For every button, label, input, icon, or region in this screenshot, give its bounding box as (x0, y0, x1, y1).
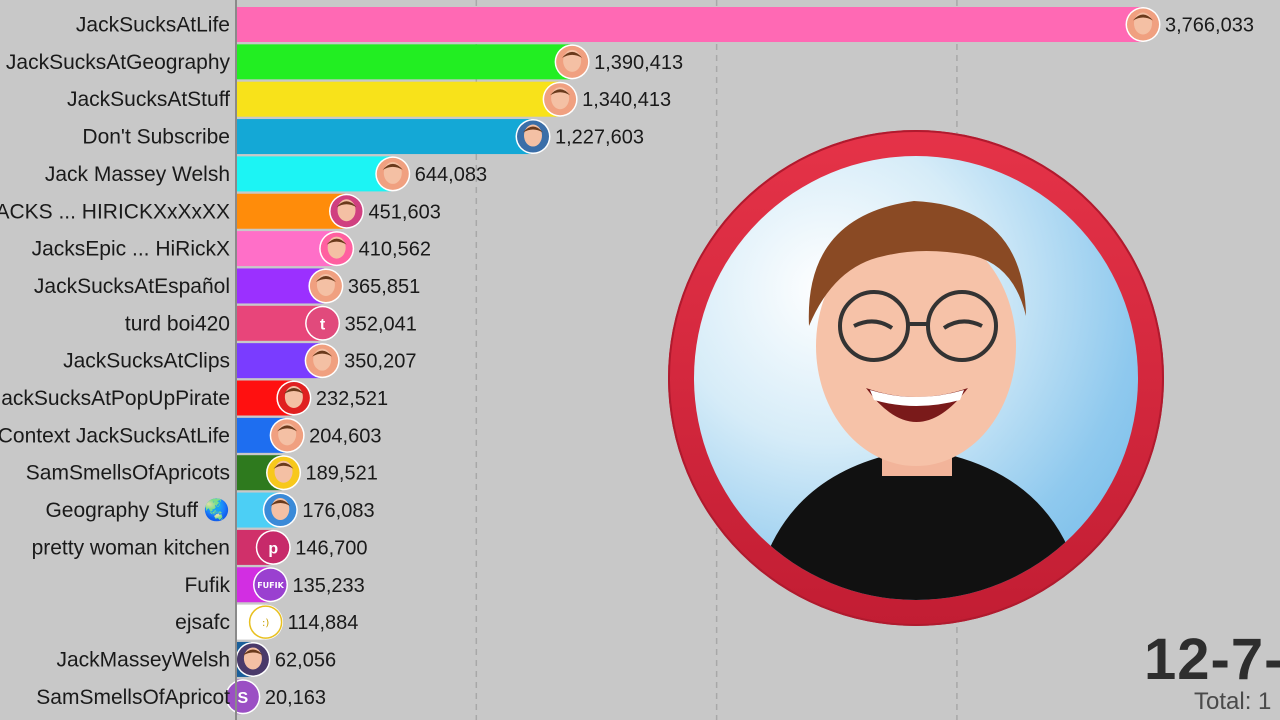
bar-avatar-14: p (255, 529, 291, 565)
bar-avatar-17 (235, 641, 271, 677)
category-label-18: SamSmellsOfApricot (36, 686, 230, 709)
value-label-14: 146,700 (295, 537, 367, 559)
bar-avatar-13 (262, 492, 298, 528)
value-label-17: 62,056 (275, 649, 336, 671)
category-label-6: JacksEpic ... HiRickX (32, 238, 230, 261)
bar-4 (236, 156, 391, 192)
category-label-16: ejsafc (175, 611, 230, 634)
bar-1 (236, 44, 571, 80)
category-label-11: Context JackSucksAtLife (0, 424, 230, 447)
bar-avatar-16: :) (248, 604, 284, 640)
bar-avatar-0 (1125, 7, 1161, 42)
bar-5 (236, 193, 345, 229)
category-label-0: JackSucksAtLife (76, 14, 230, 37)
avatars: t p FUFIK:) S (225, 7, 1161, 715)
value-labels: 3,766,033 1,390,413 1,340,413 1,227,603 644,… (265, 15, 1254, 709)
value-label-16: 114,884 (288, 612, 359, 634)
smiling-person-icon (754, 201, 1084, 600)
category-label-12: SamSmellsOfApricots (26, 462, 230, 485)
bar-6 (236, 231, 335, 267)
value-label-4: 644,083 (415, 164, 487, 186)
value-label-1: 1,390,413 (594, 52, 683, 74)
bar-avatar-7 (308, 268, 344, 304)
bar-avatar-15: FUFIK (252, 567, 288, 603)
total-label: Total: 1 (1194, 688, 1272, 715)
value-label-7: 365,851 (348, 276, 420, 298)
svg-text:FUFIK: FUFIK (257, 581, 284, 590)
category-label-10: JackSucksAtPopUpPirate (0, 387, 230, 410)
category-label-7: JackSucksAtEspañol (34, 275, 230, 298)
value-label-11: 204,603 (309, 425, 381, 447)
bar-avatar-3 (515, 119, 551, 155)
category-label-13: Geography Stuff 🌏 (45, 497, 230, 522)
bar-avatar-1 (554, 44, 590, 80)
bar-2 (236, 81, 559, 117)
value-label-13: 176,083 (302, 500, 374, 522)
svg-text:S: S (238, 690, 249, 707)
category-label-5: JACKS ... HIRICKXxXxXX (0, 200, 230, 223)
svg-text:t: t (320, 316, 326, 333)
category-label-3: Don't Subscribe (82, 126, 230, 149)
date-label: 12-7-2 (1144, 627, 1280, 692)
value-label-18: 20,163 (265, 687, 326, 709)
value-label-2: 1,340,413 (582, 89, 671, 111)
value-label-10: 232,521 (316, 388, 388, 410)
bar-avatar-10 (276, 380, 312, 416)
bar-avatar-12 (266, 455, 302, 491)
value-label-5: 451,603 (369, 201, 441, 223)
category-label-2: JackSucksAtStuff (67, 88, 230, 111)
category-label-1: JackSucksAtGeography (6, 51, 231, 74)
category-labels: JackSucksAtLife JackSucksAtGeography JackS… (0, 14, 231, 709)
category-label-9: JackSucksAtClips (63, 350, 230, 373)
value-label-6: 410,562 (359, 239, 431, 261)
svg-text::): :) (262, 618, 269, 629)
bar-avatar-5 (329, 193, 365, 229)
bar-3 (236, 119, 532, 155)
bar-avatar-18: S (225, 679, 261, 715)
category-label-4: Jack Massey Welsh (45, 163, 230, 186)
bar-avatar-2 (542, 81, 578, 117)
bar-avatar-11 (269, 417, 305, 453)
value-label-15: 135,233 (292, 575, 364, 597)
value-label-8: 352,041 (345, 313, 417, 335)
bar-avatar-6 (319, 231, 355, 267)
bar-avatar-4 (375, 156, 411, 192)
bar-avatar-8: t (305, 305, 341, 341)
category-label-14: pretty woman kitchen (32, 536, 230, 559)
featured-avatar-frame (668, 130, 1164, 626)
value-label-0: 3,766,033 (1165, 15, 1254, 37)
category-label-17: JackMasseyWelsh (57, 648, 231, 671)
bar-0 (236, 7, 1141, 42)
featured-avatar-icon (694, 156, 1138, 600)
value-label-12: 189,521 (306, 463, 378, 485)
bars (236, 7, 1141, 715)
category-label-15: Fufik (184, 574, 230, 597)
bar-avatar-9 (304, 343, 340, 379)
value-label-3: 1,227,603 (555, 127, 644, 149)
value-label-9: 350,207 (344, 351, 416, 373)
category-label-8: turd boi420 (125, 312, 230, 335)
svg-text:p: p (268, 540, 278, 557)
